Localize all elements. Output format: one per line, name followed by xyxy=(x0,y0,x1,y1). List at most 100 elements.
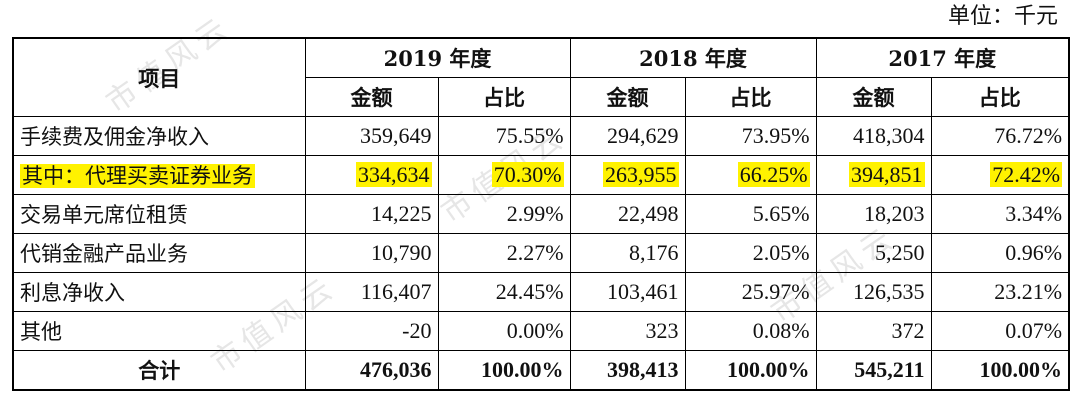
ratio-cell: 3.34% xyxy=(930,194,1070,234)
ratio-value: 0.96% xyxy=(1005,240,1063,265)
amount-cell: 394,851 xyxy=(815,155,932,195)
amount-value: 418,304 xyxy=(853,123,925,148)
ratio-cell: 66.25% xyxy=(684,155,817,195)
amount-value: 126,535 xyxy=(853,279,925,304)
table-row: 手续费及佣金净收入 359,649 75.55% 294,629 73.95% 418,3… xyxy=(12,116,1070,156)
year-2018-header: 2018 年度 xyxy=(569,37,817,78)
amount-cell: 294,629 xyxy=(569,116,686,156)
ratio-value: 72.42% xyxy=(990,162,1063,187)
table-row: 代销金融产品业务 10,790 2.27% 8,176 2.05% 5,250 0.96% xyxy=(12,233,1070,273)
ratio-value: 2.05% xyxy=(752,240,810,265)
amount-value: 5,250 xyxy=(875,240,925,265)
table-row: 交易单元席位租赁 14,225 2.99% 22,498 5.65% 18,203 3.34… xyxy=(12,194,1070,234)
ratio-cell: 70.30% xyxy=(437,155,571,195)
amount-header: 金额 xyxy=(569,77,686,117)
unit-label: 单位：千元 xyxy=(947,4,1058,29)
row-label-cell: 代销金融产品业务 xyxy=(12,233,306,273)
amount-value: -20 xyxy=(402,318,432,343)
row-label: 代销金融产品业务 xyxy=(20,242,188,266)
ratio-value: 25.97% xyxy=(741,279,810,304)
amount-cell: 116,407 xyxy=(304,272,439,312)
ratio-cell: 0.08% xyxy=(684,311,817,351)
ratio-header: 占比 xyxy=(684,77,817,117)
amount-cell: 10,790 xyxy=(304,233,439,273)
ratio-cell: 24.45% xyxy=(437,272,571,312)
row-label: 其他 xyxy=(20,320,62,344)
amount-cell: 8,176 xyxy=(569,233,686,273)
total-cell: 545,211 xyxy=(815,350,932,391)
row-label: 手续费及佣金净收入 xyxy=(20,125,209,149)
row-label-cell: 其中：代理买卖证券业务 xyxy=(12,155,306,195)
amount-cell: 323 xyxy=(569,311,686,351)
ratio-cell: 75.55% xyxy=(437,116,571,156)
row-label: 交易单元席位租赁 xyxy=(20,203,188,227)
amount-value: 18,203 xyxy=(864,201,925,226)
amount-value: 103,461 xyxy=(607,279,679,304)
ratio-value: 2.27% xyxy=(506,240,564,265)
amount-value: 8,176 xyxy=(629,240,679,265)
ratio-value: 23.21% xyxy=(994,279,1063,304)
total-cell: 398,413 xyxy=(569,350,686,391)
amount-value: 116,407 xyxy=(360,279,432,304)
ratio-value: 3.34% xyxy=(1005,201,1063,226)
ratio-cell: 2.99% xyxy=(437,194,571,234)
amount-cell: 103,461 xyxy=(569,272,686,312)
row-label-cell: 交易单元席位租赁 xyxy=(12,194,306,234)
ratio-cell: 5.65% xyxy=(684,194,817,234)
row-label: 其中：代理买卖证券业务 xyxy=(20,164,255,188)
ratio-value: 0.07% xyxy=(1005,318,1063,343)
ratio-cell: 73.95% xyxy=(684,116,817,156)
ratio-cell: 2.05% xyxy=(684,233,817,273)
ratio-cell: 0.07% xyxy=(930,311,1070,351)
row-label-cell: 利息净收入 xyxy=(12,272,306,312)
ratio-value: 73.95% xyxy=(741,123,810,148)
amount-cell: 263,955 xyxy=(569,155,686,195)
ratio-value: 0.00% xyxy=(506,318,564,343)
amount-value: 372 xyxy=(891,318,925,343)
amount-value: 334,634 xyxy=(356,162,432,187)
amount-cell: -20 xyxy=(304,311,439,351)
amount-cell: 359,649 xyxy=(304,116,439,156)
amount-value: 22,498 xyxy=(618,201,679,226)
total-cell: 100.00% xyxy=(437,350,571,391)
total-label: 合计 xyxy=(12,350,306,391)
row-label: 利息净收入 xyxy=(20,281,125,305)
amount-value: 323 xyxy=(645,318,679,343)
ratio-cell: 76.72% xyxy=(930,116,1070,156)
amount-value: 359,649 xyxy=(360,123,432,148)
row-label-cell: 手续费及佣金净收入 xyxy=(12,116,306,156)
amount-cell: 334,634 xyxy=(304,155,439,195)
ratio-value: 66.25% xyxy=(737,162,810,187)
total-cell: 476,036 xyxy=(304,350,439,391)
amount-value: 10,790 xyxy=(371,240,432,265)
amount-value: 263,955 xyxy=(603,162,679,187)
ratio-value: 5.65% xyxy=(752,201,810,226)
ratio-cell: 0.96% xyxy=(930,233,1070,273)
amount-cell: 418,304 xyxy=(815,116,932,156)
amount-value: 394,851 xyxy=(849,162,925,187)
year-2017-header: 2017 年度 xyxy=(815,37,1070,78)
ratio-cell: 2.27% xyxy=(437,233,571,273)
ratio-cell: 23.21% xyxy=(930,272,1070,312)
table-row: 利息净收入 116,407 24.45% 103,461 25.97% 126,535 23… xyxy=(12,272,1070,312)
ratio-header: 占比 xyxy=(930,77,1070,117)
table-row: 其中：代理买卖证券业务 334,634 70.30% 263,955 66.25% 394… xyxy=(12,155,1070,195)
ratio-cell: 25.97% xyxy=(684,272,817,312)
amount-cell: 14,225 xyxy=(304,194,439,234)
table-row: 其他 -20 0.00% 323 0.08% 372 0.07% xyxy=(12,311,1070,351)
year-2019-header: 2019 年度 xyxy=(304,37,571,78)
ratio-value: 75.55% xyxy=(495,123,564,148)
amount-header: 金额 xyxy=(304,77,439,117)
ratio-value: 70.30% xyxy=(491,162,564,187)
total-cell: 100.00% xyxy=(684,350,817,391)
amount-value: 294,629 xyxy=(607,123,679,148)
ratio-value: 0.08% xyxy=(752,318,810,343)
amount-header: 金额 xyxy=(815,77,932,117)
row-label-cell: 其他 xyxy=(12,311,306,351)
ratio-cell: 72.42% xyxy=(930,155,1070,195)
amount-cell: 22,498 xyxy=(569,194,686,234)
total-cell: 100.00% xyxy=(930,350,1070,391)
amount-value: 14,225 xyxy=(371,201,432,226)
ratio-cell: 0.00% xyxy=(437,311,571,351)
amount-cell: 372 xyxy=(815,311,932,351)
